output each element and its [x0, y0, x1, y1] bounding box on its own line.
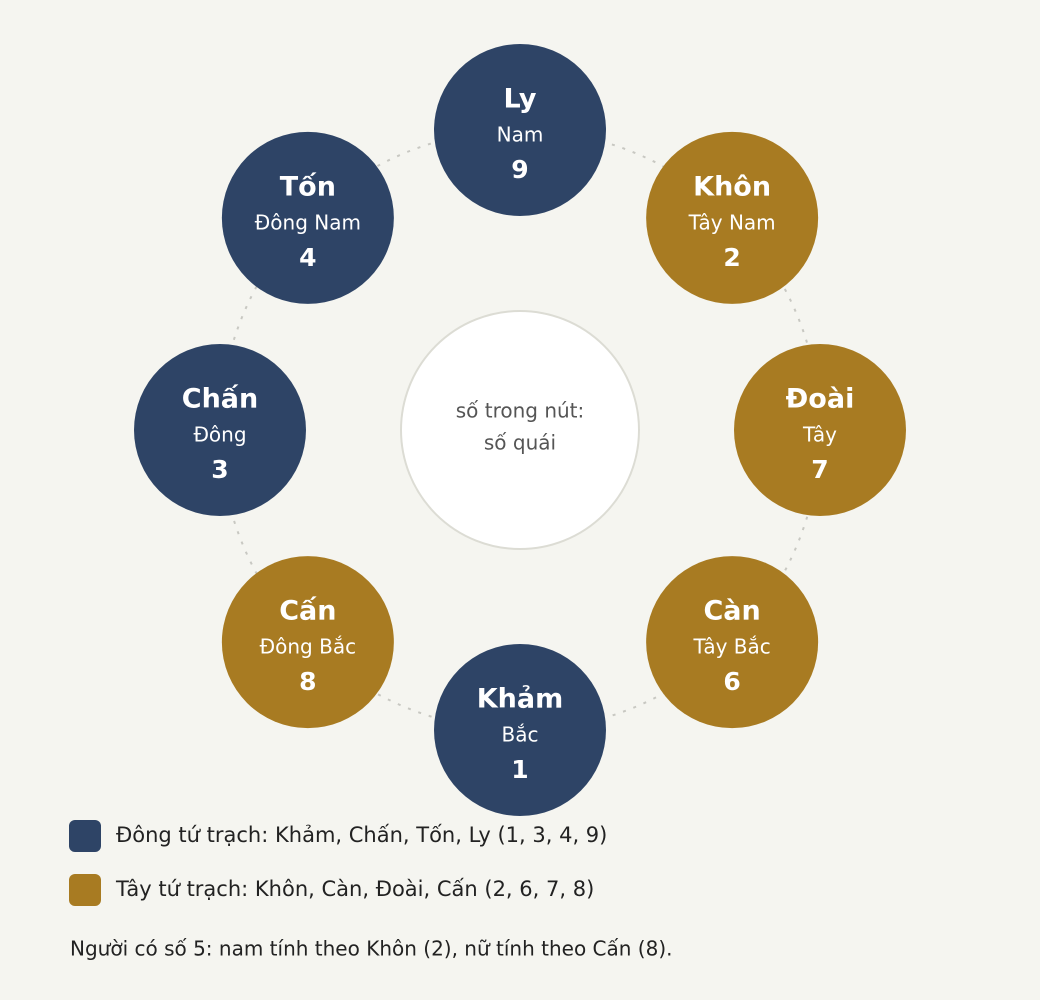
node-number: 6 [723, 667, 740, 696]
node-number: 3 [211, 455, 228, 484]
node-number: 8 [299, 667, 316, 696]
node-number: 1 [511, 755, 528, 784]
legend-swatch [69, 874, 101, 906]
node-direction: Đông Nam [255, 210, 361, 234]
node [646, 131, 819, 304]
node-name: Khảm [477, 684, 564, 715]
center-text: số trong nút: [456, 399, 585, 423]
legend-text: Đông tứ trạch: Khảm, Chấn, Tốn, Ly (1, 3… [116, 823, 607, 847]
node-name: Ly [504, 84, 537, 115]
node-direction: Tây Bắc [692, 635, 770, 659]
node-direction: Đông Bắc [260, 635, 356, 659]
center-circle [400, 310, 640, 550]
node-name: Tốn [280, 171, 336, 202]
node-number: 7 [811, 455, 828, 484]
node [434, 44, 606, 216]
node-direction: Tây [802, 423, 837, 447]
node-direction: Đông [193, 423, 246, 447]
node [434, 644, 606, 816]
node-name: Chấn [182, 384, 258, 415]
node-name: Càn [703, 596, 760, 627]
node-name: Đoài [786, 384, 855, 415]
node-name: Cấn [279, 596, 336, 627]
node [221, 556, 394, 729]
note: Người có số 5: nam tính theo Khôn (2), n… [70, 937, 672, 961]
legend-text: Tây tứ trạch: Khôn, Càn, Đoài, Cấn (2, 6… [115, 877, 594, 901]
legend-swatch [69, 820, 101, 852]
node [221, 131, 394, 304]
node-direction: Nam [497, 123, 544, 147]
node [134, 344, 306, 516]
node-number: 4 [299, 243, 316, 272]
node [734, 344, 906, 516]
node-number: 2 [723, 243, 740, 272]
center-text: số quái [484, 431, 556, 455]
node [646, 556, 819, 729]
node-direction: Bắc [502, 723, 539, 747]
node-number: 9 [511, 155, 528, 184]
node-direction: Tây Nam [688, 210, 776, 234]
node-name: Khôn [693, 171, 771, 202]
